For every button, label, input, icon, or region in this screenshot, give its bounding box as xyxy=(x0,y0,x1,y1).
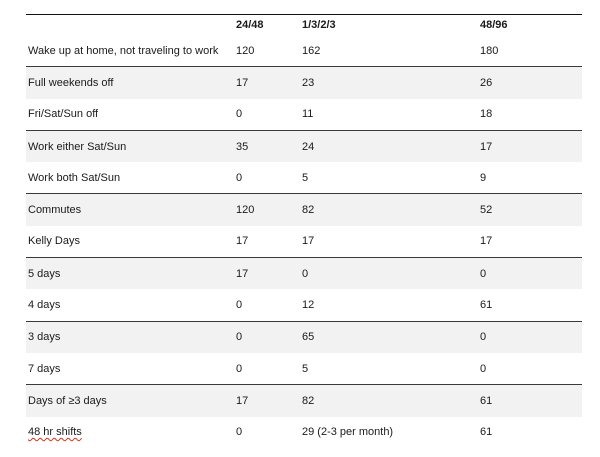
row-label: 5 days xyxy=(26,257,232,290)
table-row: Full weekends off 17 23 26 xyxy=(26,66,582,99)
cell-48-96: 26 xyxy=(476,66,582,99)
row-label: Work both Sat/Sun xyxy=(28,171,121,184)
row-label: Work either Sat/Sun xyxy=(26,129,232,163)
cell-1-3-2-3: 82 xyxy=(298,384,476,417)
cell-24-48: 17 xyxy=(232,257,298,290)
cell-24-48: 0 xyxy=(236,299,243,312)
header-1-3-2-3: 1/3/2/3 xyxy=(302,19,336,31)
header-24-48: 24/48 xyxy=(236,19,264,31)
cell-48-96: 0 xyxy=(476,320,582,353)
row-label: 7 days xyxy=(28,362,61,375)
cell-1-3-2-3: 12 xyxy=(302,299,315,312)
table-row: 5 days 17 0 0 xyxy=(26,257,582,290)
cell-48-96: 61 xyxy=(480,426,493,439)
cell-48-96: 17 xyxy=(476,129,582,163)
cell-24-48: 0 xyxy=(236,171,243,184)
cell-24-48: 17 xyxy=(236,235,249,248)
cell-24-48: 0 xyxy=(236,426,243,439)
header-label-column xyxy=(26,15,232,36)
row-label-text: 48 hr shifts xyxy=(28,426,82,439)
cell-24-48: 0 xyxy=(236,362,243,375)
row-label: Kelly Days xyxy=(28,235,80,248)
schedule-comparison-table: 24/48 1/3/2/3 48/96 Wake up at home, not… xyxy=(26,14,582,448)
cell-1-3-2-3: 65 xyxy=(298,320,476,353)
cell-1-3-2-3: 82 xyxy=(298,193,476,226)
table-row: 7 days 0 5 0 xyxy=(26,353,582,385)
cell-24-48: 120 xyxy=(236,44,255,57)
cell-48-96: 9 xyxy=(480,171,487,184)
cell-24-48: 35 xyxy=(232,129,298,163)
cell-48-96: 18 xyxy=(480,108,493,121)
cell-1-3-2-3: 11 xyxy=(302,108,314,121)
cell-1-3-2-3: 5 xyxy=(302,171,309,184)
table-row: Work either Sat/Sun 35 24 17 xyxy=(26,129,582,163)
table-row: Work both Sat/Sun 0 5 9 xyxy=(26,162,582,194)
cell-48-96: 17 xyxy=(480,235,493,248)
table-row: Fri/Sat/Sun off 0 11 18 xyxy=(26,99,582,131)
table-row: Kelly Days 17 17 17 xyxy=(26,226,582,258)
schedule-comparison-sheet: 24/48 1/3/2/3 48/96 Wake up at home, not… xyxy=(26,14,582,448)
cell-24-48: 120 xyxy=(232,193,298,226)
table-row: Days of ≥3 days 17 82 61 xyxy=(26,384,582,417)
table-header-row: 24/48 1/3/2/3 48/96 xyxy=(26,14,582,36)
cell-48-96: 180 xyxy=(480,44,499,57)
cell-24-48: 17 xyxy=(232,66,298,99)
header-48-96: 48/96 xyxy=(480,19,508,31)
row-label: 48 hr shifts xyxy=(26,417,232,448)
cell-48-96: 0 xyxy=(480,362,487,375)
cell-1-3-2-3: 162 xyxy=(302,44,321,57)
cell-48-96: 0 xyxy=(476,257,582,290)
cell-24-48: 0 xyxy=(236,108,243,121)
cell-24-48: 17 xyxy=(232,384,298,417)
table-row: Wake up at home, not traveling to work 1… xyxy=(26,35,582,67)
row-label: Days of ≥3 days xyxy=(26,384,232,417)
table-row: 4 days 0 12 61 xyxy=(26,289,582,321)
table-row: 48 hr shifts 0 29 (2-3 per month) 61 xyxy=(26,417,582,448)
cell-1-3-2-3: 5 xyxy=(302,362,309,375)
cell-1-3-2-3: 23 xyxy=(298,66,476,99)
cell-48-96: 61 xyxy=(480,299,493,312)
row-label: Commutes xyxy=(26,193,232,226)
cell-48-96: 61 xyxy=(476,384,582,417)
row-label: Full weekends off xyxy=(26,66,232,99)
cell-1-3-2-3: 29 (2-3 per month) xyxy=(302,426,394,439)
cell-1-3-2-3: 0 xyxy=(298,257,476,290)
row-label: Wake up at home, not traveling to work xyxy=(28,44,219,57)
table-row: 3 days 0 65 0 xyxy=(26,320,582,353)
cell-1-3-2-3: 17 xyxy=(302,235,315,248)
cell-1-3-2-3: 24 xyxy=(298,129,476,163)
cell-48-96: 52 xyxy=(476,193,582,226)
row-label: Fri/Sat/Sun off xyxy=(28,108,99,121)
row-label: 3 days xyxy=(26,320,232,353)
row-label: 4 days xyxy=(28,299,61,312)
table-row: Commutes 120 82 52 xyxy=(26,193,582,226)
cell-24-48: 0 xyxy=(232,320,298,353)
